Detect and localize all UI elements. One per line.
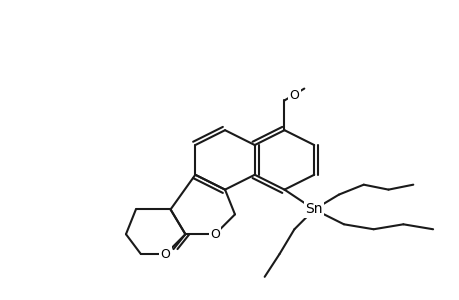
Text: O: O [160,248,170,260]
Text: O: O [289,89,299,102]
Text: O: O [210,228,219,241]
Text: Sn: Sn [305,202,322,216]
